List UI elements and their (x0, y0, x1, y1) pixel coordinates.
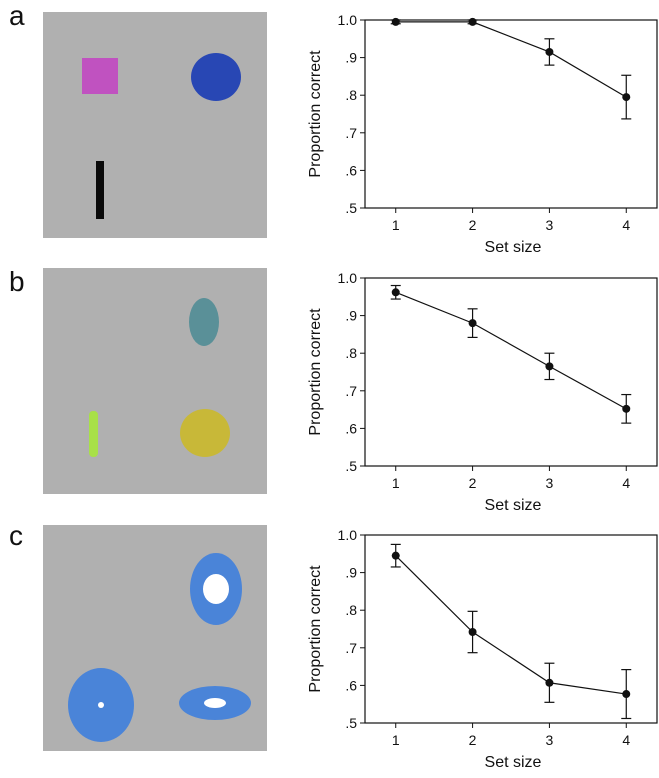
panel-label-a: a (9, 0, 25, 31)
teal-ellipse-shape (189, 298, 219, 346)
x-tick-label: 1 (392, 217, 400, 233)
plot-frame (364, 19, 658, 209)
ring-large-hole-shape (190, 553, 242, 625)
x-tick-label: 2 (469, 217, 477, 233)
panel-label-c: c (9, 520, 23, 551)
series-line (395, 555, 627, 695)
y-tick-label: .8 (345, 345, 357, 361)
green-bar-shape (89, 411, 98, 457)
ring-hole (203, 574, 229, 604)
circle-shape (191, 53, 241, 101)
y-tick-label: 1.0 (338, 12, 358, 28)
ring-hole (98, 702, 104, 708)
chart-a: .5 .6 .7 .8 .9 1.0 1 2 3 4 Set size Proportion corr… (300, 0, 659, 258)
x-tick-label: 3 (546, 732, 554, 748)
y-tick-label: .7 (345, 125, 357, 141)
y-tick-label: .6 (345, 677, 357, 693)
y-tick-label: .5 (345, 458, 357, 474)
chart-svg: .5 .6 .7 .8 .9 1.0 1 2 3 4 Set size Proportion corr… (307, 527, 658, 771)
yellow-circle-shape (180, 409, 230, 457)
stimulus-b (43, 268, 267, 494)
x-tick-label: 2 (469, 732, 477, 748)
data-point (545, 47, 554, 56)
bar-shape (96, 161, 104, 219)
data-point (391, 288, 400, 297)
y-tick-label: .8 (345, 87, 357, 103)
x-axis-label: Set size (485, 239, 542, 256)
x-tick-label: 4 (622, 217, 630, 233)
data-point (391, 17, 400, 26)
y-tick-label: .5 (345, 715, 357, 731)
chart-c: .5 .6 .7 .8 .9 1.0 1 2 3 4 Set size Proportion corr… (300, 515, 659, 773)
y-tick-label: 1.0 (338, 527, 358, 543)
y-tick-label: 1.0 (338, 270, 358, 286)
data-point (622, 93, 631, 102)
chart-svg: .5 .6 .7 .8 .9 1.0 1 2 3 4 Set size Proportion corr… (307, 270, 658, 514)
panel-label-b: b (9, 266, 25, 297)
stimulus-a (43, 12, 267, 238)
chart-b: .5 .6 .7 .8 .9 1.0 1 2 3 4 Set size Proportion corr… (300, 258, 659, 516)
y-tick-label: .9 (345, 308, 357, 324)
x-tick-label: 4 (622, 475, 630, 491)
x-axis-label: Set size (485, 497, 542, 514)
y-axis-label: Proportion correct (307, 308, 324, 436)
y-tick-label: .9 (345, 50, 357, 66)
stimulus-c (43, 525, 267, 751)
y-tick-label: .7 (345, 383, 357, 399)
plot-frame (364, 277, 658, 467)
x-tick-label: 1 (392, 475, 400, 491)
y-tick-label: .5 (345, 200, 357, 216)
y-axis-label: Proportion correct (307, 565, 324, 693)
ring-hole (204, 698, 226, 708)
x-tick-label: 1 (392, 732, 400, 748)
data-point (545, 678, 554, 687)
y-tick-label: .9 (345, 565, 357, 581)
x-tick-label: 3 (546, 217, 554, 233)
y-axis-label: Proportion correct (307, 50, 324, 178)
data-point (468, 319, 477, 328)
square-shape (82, 58, 118, 94)
data-point (391, 551, 400, 560)
x-axis-label: Set size (485, 754, 542, 771)
x-tick-label: 4 (622, 732, 630, 748)
x-tick-label: 3 (546, 475, 554, 491)
plot-frame (364, 534, 658, 724)
y-tick-label: .6 (345, 162, 357, 178)
ring-small-hole-shape (68, 668, 134, 742)
y-tick-label: .6 (345, 420, 357, 436)
data-point (622, 690, 631, 699)
flat-ring-shape (179, 686, 251, 720)
y-tick-label: .8 (345, 602, 357, 618)
data-point (468, 628, 477, 637)
x-tick-label: 2 (469, 475, 477, 491)
data-point (468, 17, 477, 26)
series-line (395, 21, 627, 98)
y-tick-label: .7 (345, 640, 357, 656)
data-point (545, 362, 554, 371)
chart-svg: .5 .6 .7 .8 .9 1.0 1 2 3 4 Set size Proportion corr… (307, 12, 658, 256)
data-point (622, 404, 631, 413)
series-line (395, 291, 627, 410)
